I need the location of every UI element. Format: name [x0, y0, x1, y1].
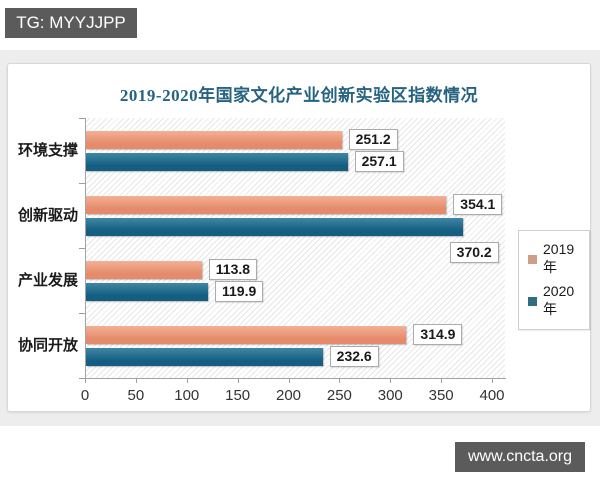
bar-chart: 0 50 100 150 200 250 300 350 400 环境支撑 251.2 257.1 创新… [8, 64, 590, 411]
y-axis-line [85, 118, 86, 378]
category-label: 环境支撑 [17, 141, 78, 159]
y-axis-tick [79, 183, 85, 184]
bar-2019年-协同开放 [86, 326, 407, 344]
x-axis-tick-label: 250 [326, 387, 352, 404]
y-axis-tick [79, 313, 85, 314]
x-axis-tick-label: 50 [127, 387, 145, 404]
x-axis-tick [492, 378, 493, 383]
legend-item-2020年: 2020年 [519, 280, 589, 322]
legend-swatch-icon [528, 296, 537, 306]
x-axis-tick [85, 378, 86, 383]
data-label: 251.2 [348, 129, 398, 150]
legend-swatch-icon [528, 254, 537, 264]
data-label: 354.1 [453, 194, 503, 215]
x-axis-tick [339, 378, 341, 383]
x-axis-tick [288, 378, 290, 383]
x-axis-tick-label: 100 [174, 387, 200, 404]
x-axis-tick-label: 400 [479, 387, 505, 404]
category-label: 协同开放 [17, 336, 78, 354]
bar-2019年-创新驱动 [86, 196, 447, 214]
x-axis-tick [390, 378, 392, 383]
x-axis-tick [186, 378, 188, 383]
y-axis-tick [79, 378, 85, 379]
data-label: 113.8 [208, 259, 258, 280]
legend-label: 2020年 [543, 283, 575, 317]
chart-legend: 2019年 2020年 [518, 230, 590, 330]
bar-2020年-创新驱动 [86, 218, 463, 236]
data-label: 257.1 [354, 151, 404, 172]
x-axis-tick [135, 378, 137, 383]
x-axis-tick-label: 0 [80, 387, 90, 404]
y-axis-tick [79, 248, 85, 249]
chart-card: 2019-2020年国家文化产业创新实验区指数情况 0 50 100 150 200 25… [7, 63, 591, 412]
x-axis-tick [441, 378, 443, 383]
category-label: 产业发展 [17, 271, 78, 289]
x-axis-tick-label: 350 [428, 387, 454, 404]
bar-2020年-环境支撑 [86, 153, 348, 171]
x-axis-tick [237, 378, 239, 383]
data-label: 232.6 [329, 346, 379, 367]
data-label: 119.9 [214, 281, 264, 302]
y-axis-tick [79, 118, 85, 119]
category-label: 创新驱动 [17, 206, 78, 224]
legend-item-2019年: 2019年 [519, 238, 589, 280]
bar-2020年-协同开放 [86, 348, 323, 366]
data-label: 370.2 [449, 242, 499, 263]
legend-label: 2019年 [543, 241, 575, 275]
watermark-badge-top-left: TG: MYYJJPP [5, 8, 137, 38]
bar-2020年-产业发展 [86, 283, 208, 301]
watermark-badge-bottom-right: www.cncta.org [455, 442, 585, 472]
data-label: 314.9 [413, 324, 463, 345]
chart-title: 2019-2020年国家文化产业创新实验区指数情况 [119, 86, 479, 105]
bar-2019年-环境支撑 [86, 131, 342, 149]
x-axis-tick-label: 200 [275, 387, 302, 404]
bar-2019年-产业发展 [86, 261, 202, 279]
x-axis-tick-label: 300 [377, 387, 403, 404]
x-axis-line [85, 378, 506, 379]
x-axis-tick-label: 150 [225, 387, 251, 404]
